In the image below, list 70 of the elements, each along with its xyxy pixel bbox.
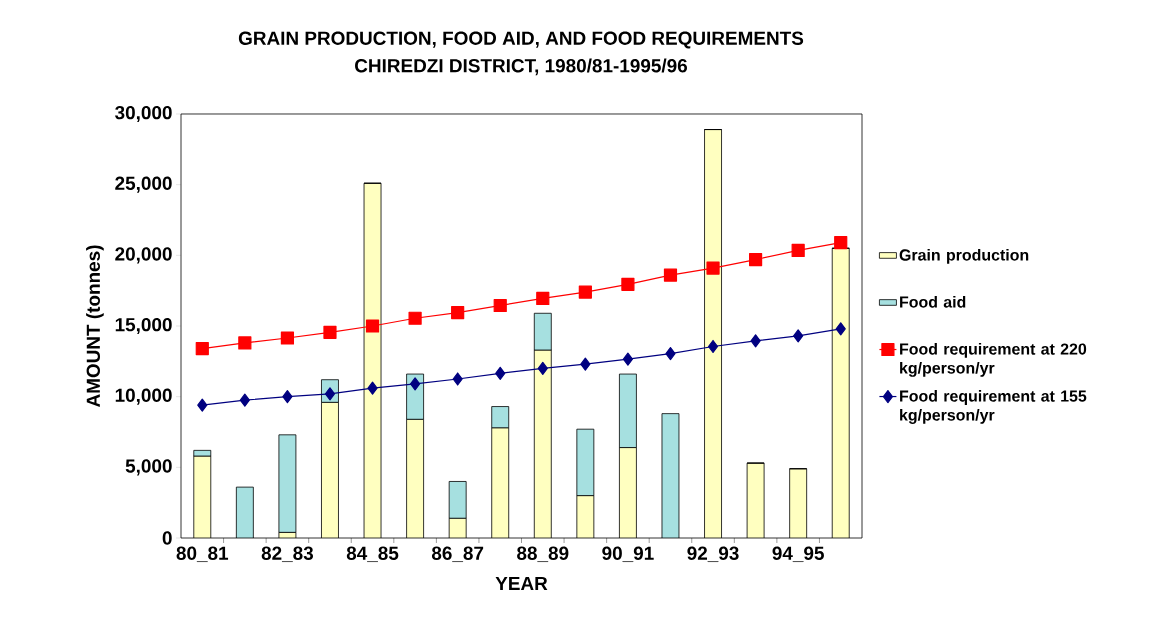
y-tick-label: 20,000	[115, 247, 172, 264]
point	[707, 339, 719, 354]
point	[835, 322, 846, 336]
y-tick-label: 15,000	[115, 317, 172, 335]
point	[834, 236, 848, 250]
chart-subtitle: CHIREDZI DISTRICT, 1980/81-1995/96	[355, 58, 688, 76]
bar	[363, 182, 382, 538]
bar	[491, 427, 510, 538]
y-tick-label: 10,000	[115, 388, 172, 405]
x-tick-label: 88_89	[517, 546, 569, 563]
bar	[193, 455, 212, 538]
legend-label: Grain production	[899, 248, 1029, 264]
point	[282, 390, 293, 404]
point	[408, 311, 422, 325]
legend-label: Food aid	[900, 295, 966, 308]
bar	[619, 373, 637, 448]
point	[365, 319, 380, 333]
y-tick-label: 5,000	[125, 459, 172, 476]
legend-label: Food requirement at 155 kg/person/yr	[900, 390, 1087, 424]
point	[791, 243, 805, 257]
point	[323, 325, 337, 339]
point	[621, 277, 635, 291]
point	[280, 331, 295, 345]
bar	[619, 447, 637, 538]
bar	[576, 495, 595, 538]
y-tick-label: 30,000	[115, 105, 172, 123]
x-axis-title: YEAR	[495, 576, 548, 590]
point	[367, 381, 378, 395]
point	[622, 352, 634, 366]
point	[195, 342, 209, 356]
point	[452, 372, 463, 386]
x-tick-label: 82_83	[261, 546, 314, 563]
point	[580, 357, 591, 371]
legend-label: Food requirement at 220 kg/person/yr	[900, 343, 1087, 377]
bar	[576, 428, 595, 496]
point	[239, 393, 250, 407]
y-tick-label: 25,000	[115, 176, 172, 193]
bar	[831, 247, 850, 538]
point	[493, 298, 507, 313]
point	[536, 291, 550, 306]
point	[749, 252, 763, 267]
bar	[235, 486, 254, 538]
chart-title: GRAIN PRODUCTION, FOOD AID, AND FOOD REQUIREMENTS	[238, 31, 804, 49]
point	[706, 261, 720, 275]
x-tick-label: 90_91	[602, 546, 654, 563]
point	[238, 336, 252, 350]
point	[750, 334, 761, 348]
y-tick-label: 0	[162, 531, 172, 545]
y-axis-title: AMOUNT (tonnes)	[86, 245, 104, 408]
point	[495, 366, 506, 380]
bar	[406, 418, 424, 538]
x-tick-label: 92_93	[687, 546, 739, 563]
point	[451, 305, 465, 320]
bar	[448, 481, 467, 519]
x-tick-label: 86_87	[431, 546, 484, 563]
point	[537, 361, 548, 375]
point	[578, 285, 592, 299]
point	[197, 398, 208, 412]
bar	[704, 129, 722, 538]
bar	[533, 312, 552, 351]
point	[665, 346, 676, 361]
x-tick-label: 84_85	[346, 546, 399, 563]
x-tick-label: 80_81	[176, 546, 229, 563]
bar	[533, 349, 552, 538]
point	[663, 268, 678, 282]
point	[410, 377, 421, 391]
point	[793, 329, 804, 343]
x-tick-label: 94_95	[772, 546, 824, 563]
bar	[789, 468, 808, 538]
bar	[321, 401, 339, 538]
